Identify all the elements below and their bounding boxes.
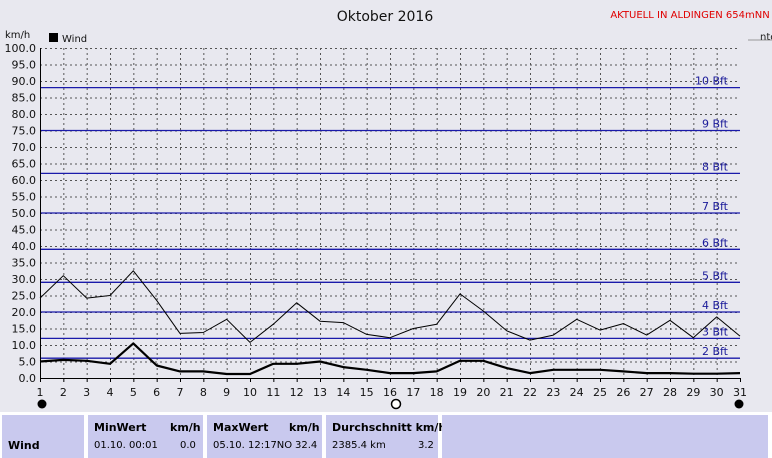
max-unit: km/h [289,421,320,434]
min-title: MinWert [94,421,147,434]
stats-bar: Wind MinWert km/h 01.10. 00:01 0.0 MaxWe… [0,412,772,458]
max-datetime: 05.10. 12:17NO [213,440,293,451]
max-value: 32.4 [295,440,318,451]
x-tick-label: 22 [523,386,537,399]
x-tick-label: 9 [223,386,230,399]
legend-swatch [49,33,58,42]
x-tick-label: 5 [130,386,137,399]
avg-title: Durchschnitt km/h [332,421,447,434]
x-tick-label: 6 [153,386,160,399]
x-tick-label: 30 [710,386,724,399]
x-tick-label: 12 [290,386,304,399]
x-tick-label: 27 [640,386,654,399]
today-marker[interactable] [390,398,402,410]
y-tick-label: 70.0 [12,141,37,154]
x-tick-label: 8 [200,386,207,399]
min-panel: MinWert km/h 01.10. 00:01 0.0 [88,415,203,458]
x-tick-label: 28 [663,386,677,399]
y-tick-label: 50.0 [12,207,37,220]
y-tick-label: 95.0 [12,59,37,72]
y-tick-label: 25.0 [12,290,37,303]
max-panel: MaxWert km/h 05.10. 12:17NO 32.4 [207,415,322,458]
x-tick-label: 10 [243,386,257,399]
y-tick-labels: 0.0 5.0 10.0 15.0 20.0 25.0 30.0 35.0 40.0 45.0 50… [5,42,37,385]
min-datetime: 01.10. 00:01 [94,440,158,451]
x-tick-label: 7 [177,386,184,399]
y-tick-label: 80.0 [12,108,37,121]
x-tick-label: 3 [83,386,90,399]
x-tick-label: 15 [360,386,374,399]
x-tick-label: 17 [406,386,420,399]
gust-line [39,270,741,343]
x-tick-label: 1 [37,386,44,399]
x-tick-label: 21 [500,386,514,399]
stats-label-panel: Wind [2,415,84,458]
beaufort-label: 5 Bft [702,269,729,282]
grid [40,48,741,382]
x-tick-label: 20 [476,386,490,399]
y-tick-label: 30.0 [12,273,37,286]
y-tick-label: 35.0 [12,257,37,270]
x-tick-labels: 1 2 3 4 5 6 7 8 9 10 11 12 13 14 15 16 17 18 19 20 21 22 23 24 2… [37,386,748,399]
y-tick-label: 5.0 [19,356,37,369]
beaufort-label: 9 Bft [702,118,729,131]
beaufort-label: 7 Bft [702,200,729,213]
y-tick-label: 15.0 [12,323,37,336]
y-tick-label: 10.0 [12,339,37,352]
y-tick-label: 20.0 [12,306,37,319]
y-tick-label: 85.0 [12,92,37,105]
x-tick-label: 19 [453,386,467,399]
x-tick-label: 29 [686,386,700,399]
avg-value: 3.2 [418,440,434,451]
y-tick-label: 65.0 [12,158,37,171]
beaufort-lines: 2 Bft 3 Bft 4 Bft 5 Bft 6 Bft 7 Bft 8 Bft 9 Bft… [40,75,740,359]
stats-row-label: Wind [8,439,40,452]
legend-label: Wind [62,34,87,45]
y-tick-label: 40.0 [12,240,37,253]
min-unit: km/h [170,421,201,434]
beaufort-label: 8 Bft [702,160,729,173]
x-tick-label: 2 [60,386,67,399]
x-tick-label: 25 [593,386,607,399]
empty-panel [442,415,768,458]
chart-title: Oktober 2016 [337,9,434,25]
y-tick-label: 75.0 [12,125,37,138]
y-tick-label: 90.0 [12,75,37,88]
avg-distance: 2385.4 km [332,440,386,451]
x-tick-label: 26 [616,386,630,399]
y-tick-label: 100.0 [5,42,37,55]
y-axis-unit: km/h [5,30,30,41]
x-tick-label: 23 [546,386,560,399]
wind-line [39,342,741,376]
x-tick-label: 13 [313,386,327,399]
wind-chart: Oktober 2016 AKTUELL IN ALDINGEN 654mNN … [5,9,772,410]
beaufort-label: 4 Bft [702,299,729,312]
live-link[interactable]: AKTUELL IN ALDINGEN 654mNN [610,10,769,21]
y-tick-label: 0.0 [19,372,37,385]
start-marker[interactable] [37,399,47,409]
x-tick-label: 11 [266,386,280,399]
x-tick-label: 16 [383,386,397,399]
min-value: 0.0 [180,440,196,451]
max-title: MaxWert [213,421,269,434]
y-tick-label: 55.0 [12,191,37,204]
series-lines [39,270,741,376]
x-tick-label: 4 [107,386,114,399]
y-tick-label: 60.0 [12,174,37,187]
avg-panel: Durchschnitt km/h 2385.4 km 3.2 [326,415,446,458]
beaufort-label: 10 Bft [695,75,729,88]
x-tick-label: 24 [570,386,584,399]
beaufort-label: 6 Bft [702,236,729,249]
beaufort-label: 2 Bft [702,345,729,358]
end-marker[interactable] [734,399,744,409]
x-tick-label: 14 [336,386,350,399]
y-tick-label: 45.0 [12,224,37,237]
right-panel-fragment: nte [760,32,772,43]
x-tick-label: 31 [733,386,747,399]
beaufort-label: 3 Bft [702,325,729,338]
x-tick-label: 18 [430,386,444,399]
